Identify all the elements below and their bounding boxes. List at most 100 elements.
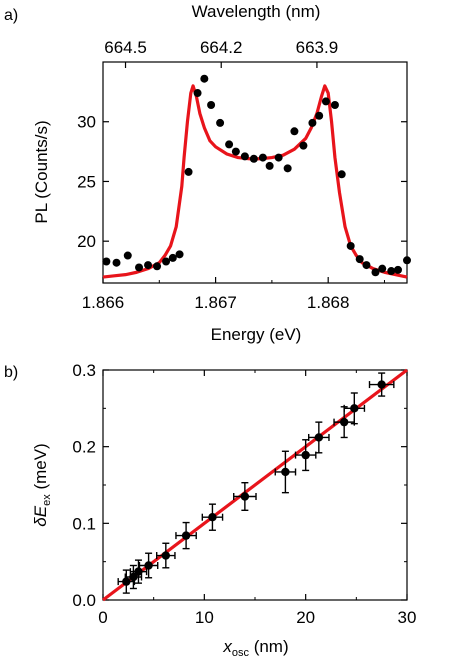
data-point [339, 417, 349, 427]
panel-a-plot-frame [102, 61, 408, 284]
data-point [258, 153, 267, 162]
panel-a-y-axis-title: PL (Counts/s) [32, 120, 51, 223]
data-point [135, 263, 144, 272]
data-point [337, 170, 346, 179]
data-point-with-errorbars [274, 450, 297, 494]
panel-a-x-axis-title: Energy (eV) [211, 325, 302, 344]
data-point [393, 265, 402, 274]
panel-b-label: b) [4, 364, 18, 381]
data-point [216, 118, 225, 127]
data-point [330, 101, 339, 110]
data-point [321, 97, 330, 106]
data-point [162, 257, 171, 266]
panel-a: a) Wavelength (nm) 664.5 664.2 663.9 1.866… [4, 2, 411, 344]
panel-b: b) 0 10 20 30 0.0 0.1 0.2 0.3 xosc (nm) δEex (… [4, 361, 416, 659]
data-point [355, 255, 364, 264]
data-point [308, 118, 317, 127]
data-point [265, 161, 274, 170]
panel-b-y-tick-labels: 0.0 0.1 0.2 0.3 [72, 361, 96, 610]
data-point [240, 152, 249, 161]
panel-a-fit-curve [102, 84, 408, 279]
panel-b-data-points [117, 372, 395, 594]
data-point-with-errorbars [124, 564, 143, 590]
data-point-with-errorbars [368, 372, 395, 397]
y-tick-label: 30 [77, 113, 96, 132]
data-point [184, 167, 193, 176]
data-point [144, 261, 153, 270]
fit-curve [102, 84, 408, 279]
data-point [231, 147, 240, 156]
data-point [123, 251, 132, 260]
panel-a-label: a) [4, 7, 18, 24]
data-point [200, 74, 209, 83]
data-point [377, 380, 386, 389]
panel-b-x-axis-subscript: osc [232, 647, 250, 659]
x-tick-label: 1.868 [307, 293, 350, 312]
top-tick-label: 663.9 [296, 38, 339, 57]
data-point-with-errorbars [233, 482, 257, 511]
data-point [208, 513, 217, 522]
data-point-with-errorbars [129, 559, 148, 584]
data-point [290, 127, 299, 136]
data-point [181, 531, 191, 540]
data-point [129, 572, 138, 582]
data-point [283, 164, 292, 173]
data-point [350, 404, 359, 413]
y-tick-label: 0.1 [72, 514, 96, 533]
data-point [225, 140, 234, 149]
data-point [175, 250, 184, 259]
panel-b-y-axis-unit: (meV) [31, 443, 50, 494]
data-point [112, 258, 121, 267]
data-point [362, 261, 371, 270]
data-point [193, 89, 202, 98]
panel-b-x-axis-unit: (nm) [249, 637, 289, 656]
data-point [371, 268, 380, 277]
panel-a-data-points [102, 74, 411, 277]
data-point-with-errorbars [138, 552, 159, 579]
data-point [207, 101, 216, 110]
panel-a-y-tick-labels: 20 25 30 [77, 113, 96, 251]
data-point [153, 262, 162, 271]
data-point [387, 267, 396, 276]
data-point [274, 153, 283, 162]
panel-a-ticks [102, 62, 407, 283]
data-point [315, 111, 324, 120]
x-tick-label: 30 [398, 608, 417, 627]
panel-a-top-tick-labels: 664.5 664.2 663.9 [104, 38, 338, 57]
data-point-with-errorbars [156, 542, 176, 569]
y-tick-label: 20 [77, 232, 96, 251]
data-point-with-errorbars [333, 406, 356, 439]
data-point [314, 433, 324, 442]
y-tick-label: 0.0 [72, 591, 96, 610]
panel-b-x-axis-symbol: x [222, 637, 232, 656]
data-point [134, 567, 143, 576]
data-point-with-errorbars [308, 421, 330, 454]
data-point [161, 551, 171, 560]
data-point [281, 467, 290, 477]
data-point [168, 253, 177, 262]
top-tick-label: 664.2 [200, 38, 243, 57]
data-point [102, 257, 111, 266]
panel-a-x-tick-labels: 1.866 1.867 1.868 [82, 293, 350, 312]
y-tick-label: 0.3 [72, 361, 96, 380]
data-point-with-errorbars [294, 439, 317, 472]
data-point [144, 561, 153, 570]
x-tick-label: 20 [296, 608, 315, 627]
y-tick-label: 0.2 [72, 438, 96, 457]
panel-b-y-axis-symbol: δE [31, 505, 50, 526]
y-tick-label: 25 [77, 172, 96, 191]
data-point-with-errorbars [201, 503, 224, 531]
data-point-with-errorbars [343, 392, 366, 425]
x-tick-label: 1.866 [82, 293, 125, 312]
panel-b-x-tick-labels: 0 10 20 30 [98, 608, 416, 627]
data-point [403, 256, 411, 265]
data-point [249, 154, 258, 163]
panel-b-y-axis-subscript: ex [41, 494, 53, 506]
x-tick-label: 10 [195, 608, 214, 627]
data-point [240, 492, 250, 501]
top-tick-label: 664.5 [104, 38, 147, 57]
data-point [122, 577, 131, 586]
data-point [301, 450, 310, 460]
data-point-with-errorbars [175, 521, 197, 550]
